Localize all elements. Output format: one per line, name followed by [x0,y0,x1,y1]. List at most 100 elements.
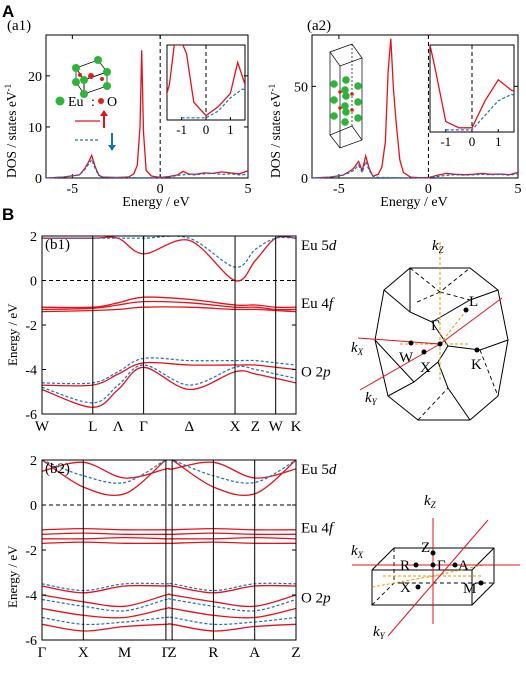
x-tick-label: 0 [157,182,164,197]
inset-series-down [445,93,514,131]
bz2-A-label: A [458,558,469,574]
band-ylabel-b1: Energy / eV [5,303,20,366]
k-point-label: Z [251,419,260,435]
band-up-9 [42,606,296,619]
y-tick-label: -2 [25,544,37,559]
chart-label-a1: (a1) [7,18,31,34]
x-tick-label: 0 [425,182,432,197]
band-down-8 [42,364,296,404]
inset-x-tick-label: 0 [203,122,210,137]
chart-label-a2: (a2) [307,18,331,34]
bz2-gamma-label: Γ [437,558,446,574]
band-up-0 [42,460,296,497]
dos-series-a2 [311,38,519,179]
plot-frame [41,235,297,415]
band-down-11 [42,582,296,592]
bz2-kz-label: kZ [424,493,437,510]
band-up-2 [42,296,296,309]
bz2-ky-label: kY [373,624,386,641]
inset-x-tick-label: -1 [176,122,187,137]
k-point-label: W [269,419,284,435]
band-up-6 [42,366,296,408]
inset-series-down [181,88,245,119]
legend-o: O [107,95,117,110]
k-point-label: Λ [113,419,124,435]
y-tick-label: 2 [30,454,37,469]
k-point-label: M [118,645,131,661]
k-point-label: W [35,419,50,435]
y-tick-label: 50 [294,80,308,95]
dos-series-down [311,159,519,179]
y-tick-label: 20 [28,70,42,85]
band-down-12 [42,597,296,612]
band-up-5 [42,361,296,387]
bz1-K-label: K [471,357,482,373]
legend-a1: Eu : O [55,95,117,151]
legend-eu: Eu [68,95,84,110]
k-point-label: A [249,645,260,661]
k-point-label: R [208,645,218,661]
k-point-label: K [291,419,302,435]
dos-series-down [45,158,249,179]
band-down-2 [42,460,296,484]
inset-x-tick-label: -1 [440,134,451,149]
band-ylabel-b2: Energy / eV [5,545,20,608]
eu-atom-icon [55,96,65,106]
band-up-4 [42,532,296,535]
dos-series-a1 [45,50,249,179]
dos-inset-a2: -1 0 1 [429,44,515,149]
k-point-label: Δ [184,419,194,435]
k-point-label: Z [168,645,177,661]
k-point-label: Γ [162,645,171,661]
k-point-label: L [88,419,97,435]
dos-ylabel-a2: DOS / states eV-1 [267,84,283,178]
bz1-kz-label: kZ [432,238,445,255]
band-up-8 [42,593,296,608]
x-tick-label: 5 [245,182,252,197]
k-point-label: Z [291,645,300,661]
band-up-0 [42,236,296,282]
dos-series-up [45,50,249,179]
y-tick-label: 10 [28,121,42,136]
bz1-gamma-label: Γ [431,318,440,334]
brillouin-zone-fcc: kZ kX kY L Γ W X K [351,238,509,421]
band-up-3 [42,300,296,311]
band-character-label: Eu 4f [301,521,335,537]
panel-label-b: B [2,205,14,224]
band-character-label: O 2p [301,365,331,381]
bz2-R-label: R [400,558,410,574]
band-up-6 [42,541,296,544]
o-atom-icon [98,98,104,104]
bz2-M-label: M [463,581,476,597]
band-down-1 [42,236,296,268]
inset-series-up [167,45,245,117]
band-up-5 [42,536,296,540]
brillouin-zone-tetragonal: kZ kX kY Z R Γ A X M [351,493,520,641]
bz1-X-label: X [420,360,431,376]
band-character-label: O 2p [301,590,331,606]
chart-label-b1: (b1) [45,237,70,253]
crystal-structure-icon-a1 [72,56,111,98]
k-point-label: X [78,645,89,661]
bz1-ky-label: kY [365,390,378,407]
dos-inset-a1: -1 0 1 [166,44,246,137]
band-up-7 [42,584,296,594]
bz2-Z-label: Z [421,540,430,556]
y-tick-label: -4 [25,589,37,604]
bz1-L-label: L [469,294,478,310]
k-point-label: Γ [38,645,47,661]
inset-x-tick-label: 0 [469,134,476,149]
k-point-label: X [230,419,241,435]
bz1-W-label: W [399,350,414,366]
plot-frame [45,34,249,179]
band-up-4 [42,306,296,313]
chart-label-b2: (b2) [45,461,70,477]
band-up-10 [42,623,296,632]
